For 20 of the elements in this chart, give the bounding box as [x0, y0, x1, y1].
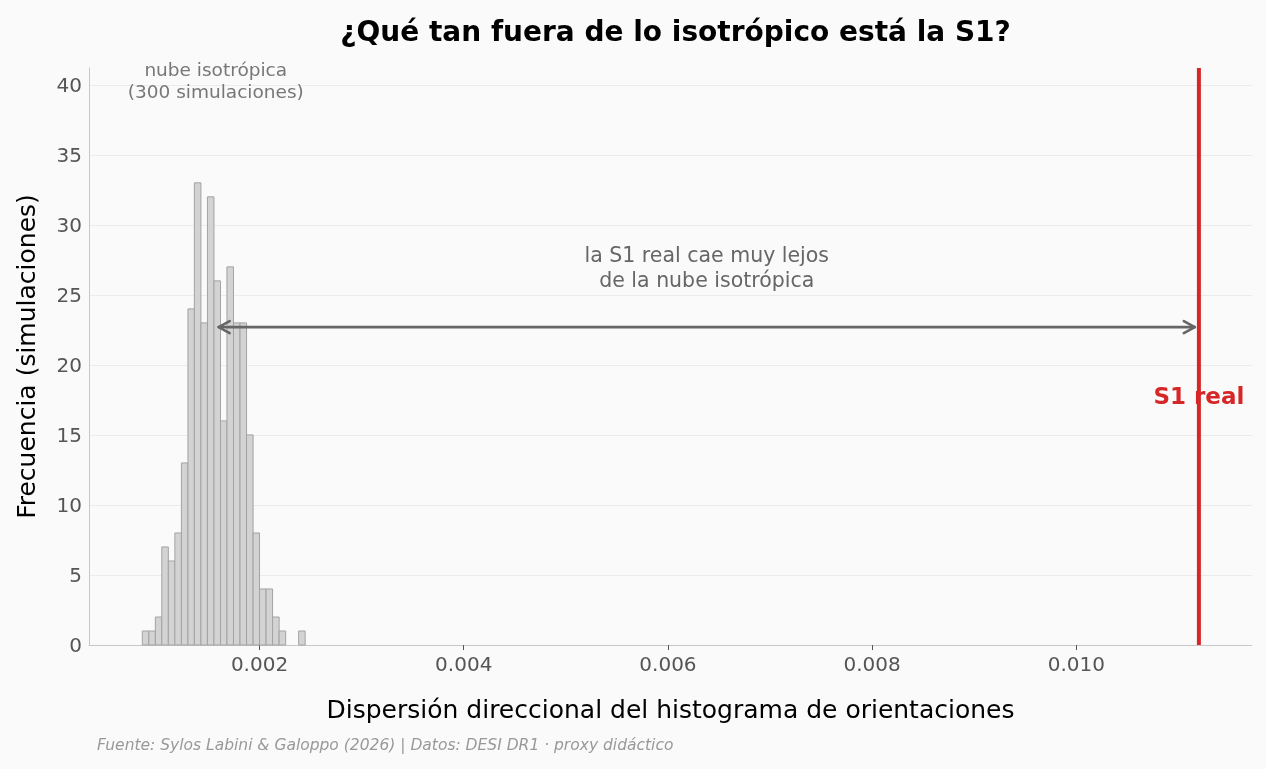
chart-title: ¿Qué tan fuera de lo isotrópico está la S1?: [340, 14, 1011, 48]
y-tick-label: 15: [56, 422, 82, 447]
y-tick-label: 30: [56, 212, 82, 237]
annotation: nube isotrópica (300 simulaciones): [127, 58, 304, 102]
y-axis-title: Frecuencia (simulaciones): [12, 194, 41, 519]
x-tick-label: 0.004: [435, 652, 493, 676]
x-tick-label: 0.010: [1047, 652, 1106, 676]
y-tick-label: 0: [69, 633, 82, 657]
annotation: la S1 real cae muy lejos de la nube isotrópica: [584, 242, 830, 292]
y-tick-label: 25: [56, 282, 82, 307]
y-tick-label: 35: [56, 142, 82, 167]
x-tick-label: 0.008: [843, 652, 901, 676]
source-note: Fuente: Sylos Labini & Galoppo (2026) | Datos: DESI DR1 · proxy didáctico: [97, 736, 674, 754]
y-tick-label: 10: [56, 492, 82, 517]
y-tick-label: 40: [56, 72, 82, 97]
x-axis-title: Dispersión direccional del histograma de orientaciones: [326, 695, 1015, 724]
y-tick-label: 5: [69, 562, 82, 587]
y-tick-label: 20: [56, 352, 82, 377]
x-tick-label: 0.006: [639, 652, 697, 676]
x-tick-label: 0.002: [230, 652, 289, 676]
